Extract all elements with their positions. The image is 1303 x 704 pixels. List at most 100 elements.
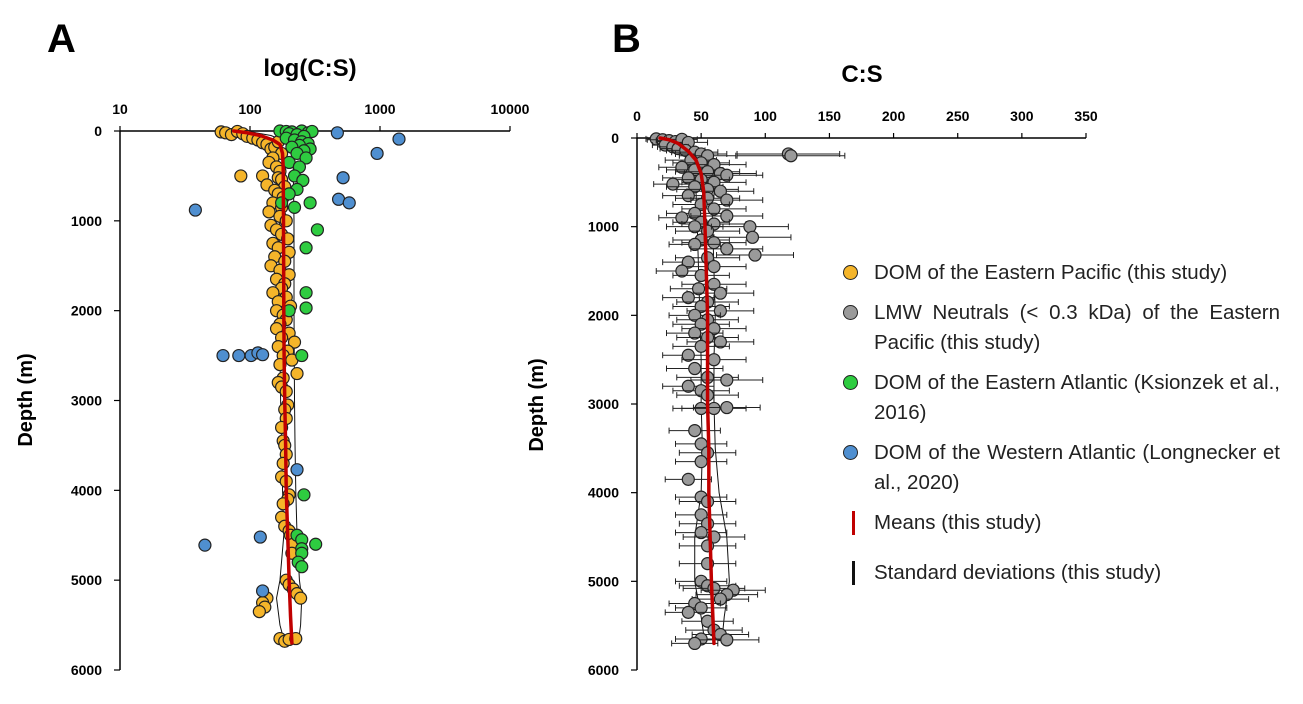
data-point-lmw-neutrals-0-3-kda-of-the-ea <box>688 237 702 251</box>
y-tick-label: 5000 <box>588 573 619 589</box>
y-tick-label: 0 <box>611 130 619 146</box>
legend-item: Standard deviations (this study) <box>840 558 1280 588</box>
x-tick-label: 100 <box>238 101 262 117</box>
data-point-lmw-neutrals-0-3-kda-of-the-ea <box>720 373 734 387</box>
data-point-lmw-neutrals-0-3-kda-of-the-ea <box>688 361 702 376</box>
legend-marker <box>843 265 858 280</box>
x-tick-label: 200 <box>882 108 906 124</box>
data-point-dom-of-the-eastern-pacific-thi <box>293 591 308 605</box>
data-point-dom-of-the-eastern-pacific-thi <box>287 335 302 349</box>
data-point-dom-of-the-western-atlantic-lo <box>188 203 202 217</box>
data-point-lmw-neutrals-0-3-kda-of-the-ea <box>688 424 702 438</box>
y-tick-label: 2000 <box>588 307 619 323</box>
data-point-lmw-neutrals-0-3-kda-of-the-ea <box>707 259 721 274</box>
legend-line-swatch <box>852 561 855 585</box>
chart-title: log(C:S) <box>263 55 356 82</box>
data-point-dom-of-the-western-atlantic-lo <box>336 171 350 185</box>
data-point-lmw-neutrals-0-3-kda-of-the-ea <box>694 455 708 469</box>
data-point-lmw-neutrals-0-3-kda-of-the-ea <box>707 202 721 216</box>
data-point-dom-of-the-eastern-pacific-thi <box>290 366 304 381</box>
mean-line <box>232 129 294 645</box>
data-point-lmw-neutrals-0-3-kda-of-the-ea <box>713 335 727 349</box>
data-point-dom-of-the-western-atlantic-lo <box>342 196 356 210</box>
data-point-lmw-neutrals-0-3-kda-of-the-ea <box>720 400 734 415</box>
data-point-lmw-neutrals-0-3-kda-of-the-ea <box>681 348 695 362</box>
data-point-lmw-neutrals-0-3-kda-of-the-ea <box>707 581 721 596</box>
data-point-dom-of-the-western-atlantic-lo <box>255 584 270 598</box>
data-point-dom-of-the-eastern-pacific-thi <box>234 169 248 183</box>
data-point-lmw-neutrals-0-3-kda-of-the-ea <box>713 286 727 300</box>
y-tick-label: 2000 <box>71 303 102 319</box>
data-point-dom-of-the-eastern-atlantic-ks <box>303 196 317 210</box>
data-point-lmw-neutrals-0-3-kda-of-the-ea <box>688 220 702 234</box>
data-point-lmw-neutrals-0-3-kda-of-the-ea <box>681 255 695 269</box>
x-tick-label: 10 <box>112 101 128 117</box>
data-point-lmw-neutrals-0-3-kda-of-the-ea <box>720 242 734 256</box>
y-tick-label: 4000 <box>71 482 102 498</box>
x-tick-label: 50 <box>693 108 709 124</box>
data-point-dom-of-the-western-atlantic-lo <box>198 538 212 552</box>
data-point-lmw-neutrals-0-3-kda-of-the-ea <box>707 353 721 367</box>
data-point-dom-of-the-eastern-atlantic-ks <box>274 196 289 210</box>
data-point-lmw-neutrals-0-3-kda-of-the-ea <box>675 264 689 278</box>
data-point-lmw-neutrals-0-3-kda-of-the-ea <box>743 220 757 234</box>
legend-marker <box>843 305 858 320</box>
x-tick-label: 250 <box>946 108 970 124</box>
data-point-dom-of-the-eastern-atlantic-ks <box>309 537 323 551</box>
data-point-lmw-neutrals-0-3-kda-of-the-ea <box>681 291 695 305</box>
x-tick-label: 150 <box>818 108 842 124</box>
legend-label: DOM of the Western Atlantic (Longnecker … <box>874 441 1280 494</box>
y-tick-label: 5000 <box>71 572 102 588</box>
data-point-dom-of-the-eastern-atlantic-ks <box>287 200 302 214</box>
data-point-dom-of-the-eastern-atlantic-ks <box>295 348 309 363</box>
data-point-lmw-neutrals-0-3-kda-of-the-ea <box>707 236 721 250</box>
legend-label: Means (this study) <box>874 511 1042 534</box>
data-point-dom-of-the-eastern-atlantic-ks <box>295 560 309 574</box>
data-point-dom-of-the-western-atlantic-lo <box>370 146 384 161</box>
y-tick-label: 3000 <box>71 393 102 409</box>
data-point-dom-of-the-western-atlantic-lo <box>392 132 406 146</box>
legend-label: Standard deviations (this study) <box>874 561 1162 584</box>
data-point-lmw-neutrals-0-3-kda-of-the-ea <box>688 326 702 340</box>
mean-line <box>658 136 716 646</box>
data-point-dom-of-the-eastern-atlantic-ks <box>299 286 313 300</box>
y-tick-label: 6000 <box>71 662 102 678</box>
y-axis-label: Depth (m) <box>15 353 37 446</box>
y-tick-label: 1000 <box>71 213 102 229</box>
x-tick-label: 0 <box>633 108 641 124</box>
data-point-lmw-neutrals-0-3-kda-of-the-ea <box>688 308 702 322</box>
legend-label: DOM of the Eastern Pacific (this study) <box>874 261 1228 284</box>
legend-label: DOM of the Eastern Atlantic (Ksionzek et… <box>874 371 1280 424</box>
x-tick-label: 10000 <box>491 101 530 117</box>
data-point-dom-of-the-western-atlantic-lo <box>216 348 230 363</box>
data-point-lmw-neutrals-0-3-kda-of-the-ea <box>681 379 695 393</box>
data-point-dom-of-the-eastern-pacific-thi <box>252 605 266 619</box>
data-point-lmw-neutrals-0-3-kda-of-the-ea <box>748 248 762 262</box>
chart-title: C:S <box>841 61 882 88</box>
data-point-lmw-neutrals-0-3-kda-of-the-ea <box>707 401 721 416</box>
data-point-dom-of-the-eastern-atlantic-ks <box>297 488 311 502</box>
legend-item: LMW Neutrals (< 0.3 kDa) of the Eastern … <box>840 298 1280 358</box>
legend-item: Means (this study) <box>840 508 1280 538</box>
data-point-dom-of-the-western-atlantic-lo <box>253 530 267 544</box>
data-point-lmw-neutrals-0-3-kda-of-the-ea <box>681 605 695 619</box>
data-point-lmw-neutrals-0-3-kda-of-the-ea <box>720 209 734 223</box>
data-point-dom-of-the-eastern-atlantic-ks <box>299 151 313 165</box>
y-tick-label: 6000 <box>588 662 619 678</box>
data-point-lmw-neutrals-0-3-kda-of-the-ea <box>694 601 708 615</box>
legend-item: DOM of the Western Atlantic (Longnecker … <box>840 438 1280 498</box>
x-tick-label: 300 <box>1010 108 1034 124</box>
data-point-dom-of-the-eastern-atlantic-ks <box>310 223 325 237</box>
legend-marker <box>843 445 858 460</box>
x-tick-label: 350 <box>1074 108 1098 124</box>
data-point-lmw-neutrals-0-3-kda-of-the-ea <box>694 525 708 540</box>
y-tick-label: 4000 <box>588 485 619 501</box>
data-point-lmw-neutrals-0-3-kda-of-the-ea <box>720 633 734 647</box>
data-point-lmw-neutrals-0-3-kda-of-the-ea <box>681 472 695 486</box>
panel-a-letter: A <box>47 17 76 61</box>
data-point-lmw-neutrals-0-3-kda-of-the-ea <box>784 149 798 163</box>
legend: DOM of the Eastern Pacific (this study) L… <box>840 258 1280 608</box>
legend-item: DOM of the Eastern Atlantic (Ksionzek et… <box>840 368 1280 428</box>
data-point-dom-of-the-western-atlantic-lo <box>232 348 246 363</box>
data-point-dom-of-the-eastern-pacific-thi <box>262 205 276 219</box>
